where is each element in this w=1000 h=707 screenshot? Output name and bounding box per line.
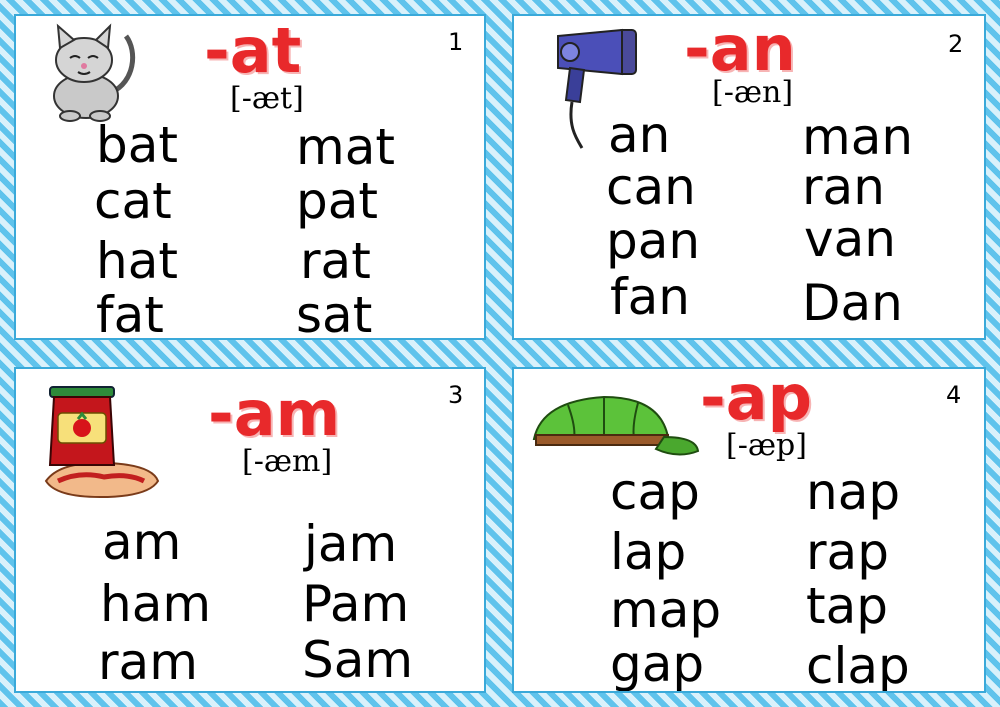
word-item: mat (296, 118, 395, 176)
cap-icon (532, 395, 700, 456)
word-item: pan (606, 212, 701, 270)
card-number: 4 (946, 381, 962, 409)
flashcard-ap: -ap [-æp] 4 cap nap lap rap map tap gap … (512, 367, 986, 693)
hair-dryer-icon (557, 28, 637, 149)
word-item: cap (610, 463, 700, 521)
flashcard-an: -an [-æn] 2 an man can ran pan van fan D… (512, 14, 986, 340)
word-item: van (804, 210, 896, 268)
jam-jar-icon (44, 386, 160, 499)
phonetic-transcription: [-æm] (242, 444, 333, 479)
word-item: Sam (302, 631, 414, 689)
cat-icon (53, 23, 136, 122)
card-number: 1 (448, 28, 464, 56)
word-item: ram (98, 633, 198, 691)
word-item: nap (806, 463, 901, 521)
word-item: ran (802, 158, 885, 216)
phonetic-transcription: [-æn] (712, 75, 794, 110)
word-item: Pam (302, 575, 410, 633)
word-family-title: -at (204, 14, 302, 87)
word-family-title: -an (684, 14, 796, 85)
word-item: can (606, 158, 696, 216)
word-item: ham (100, 575, 212, 633)
word-item: map (610, 581, 722, 639)
word-item: fat (96, 286, 164, 340)
phonetic-transcription: [-æp] (726, 428, 807, 463)
word-item: Dan (802, 274, 903, 332)
word-item: an (608, 106, 671, 164)
word-item: rap (806, 523, 889, 581)
word-family-title: -am (208, 377, 341, 450)
flashcard-am: -am [-æm] 3 am jam ham Pam ram Sam (14, 367, 486, 693)
word-item: rat (300, 232, 371, 290)
word-item: clap (806, 637, 910, 693)
word-item: jam (304, 515, 398, 573)
card-number: 3 (448, 381, 464, 409)
word-item: sat (296, 286, 373, 340)
word-family-title: -ap (700, 367, 812, 434)
word-item: pat (296, 172, 378, 230)
word-item: man (802, 108, 914, 166)
word-item: am (102, 513, 182, 571)
word-item: lap (610, 523, 687, 581)
card-number: 2 (948, 30, 964, 58)
word-item: fan (610, 268, 690, 326)
word-item: hat (96, 232, 178, 290)
word-item: cat (94, 172, 172, 230)
word-item: gap (610, 635, 705, 693)
flashcard-at: -at [-æt] 1 bat mat cat pat hat rat fat … (14, 14, 486, 340)
phonetic-transcription: [-æt] (230, 81, 304, 116)
word-item: bat (96, 116, 178, 174)
word-item: tap (806, 577, 888, 635)
